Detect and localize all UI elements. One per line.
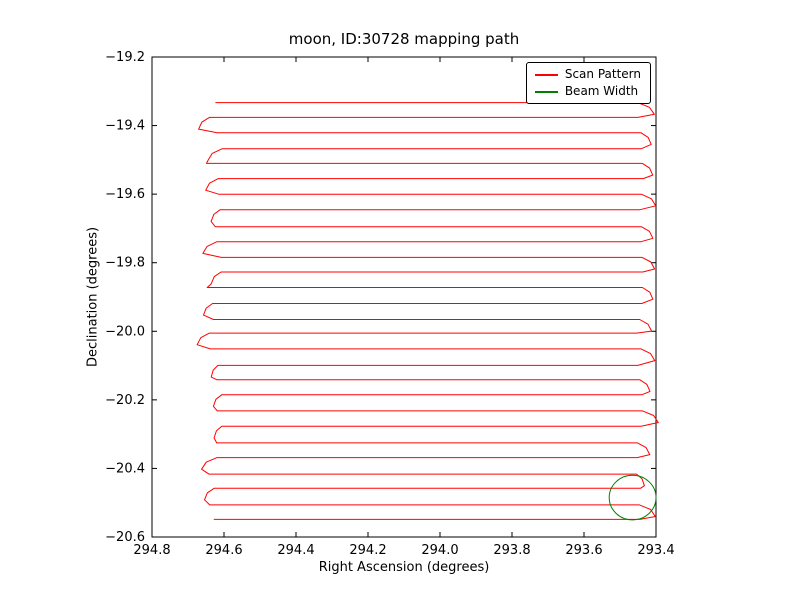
y-tick-label: −20.6 — [105, 530, 145, 545]
legend-label: Beam Width — [564, 84, 639, 98]
y-axis-label: Declination (degrees) — [85, 226, 101, 368]
scan-pattern-path — [196, 102, 659, 520]
plot-title: moon, ID:30728 mapping path — [288, 30, 520, 48]
x-tick-label: 294.8 — [133, 543, 170, 558]
x-axis-label: Right Ascension (degrees) — [318, 560, 490, 575]
x-tick-label: 293.4 — [637, 543, 674, 558]
axes-frame — [151, 56, 657, 538]
legend-line-sample — [534, 90, 558, 93]
y-tick-label: −19.8 — [105, 256, 145, 271]
legend-entry: Scan Pattern — [534, 67, 641, 81]
x-tick-label: 293.8 — [493, 543, 530, 558]
y-tick-label: −20.0 — [105, 324, 145, 339]
y-tick-label: −20.2 — [105, 393, 145, 408]
y-tick-label: −20.4 — [105, 461, 145, 476]
x-tick-label: 294.6 — [205, 543, 242, 558]
legend-line-sample — [534, 73, 558, 76]
y-tick-label: −19.2 — [105, 50, 145, 65]
legend-entry: Beam Width — [534, 84, 641, 98]
legend: Scan Pattern Beam Width — [525, 62, 651, 104]
y-tick-label: −19.4 — [105, 119, 145, 134]
x-tick-label: 294.0 — [421, 543, 458, 558]
beam-width-circle — [608, 474, 657, 521]
x-tick-label: 294.2 — [349, 543, 386, 558]
legend-label: Scan Pattern — [564, 67, 641, 81]
x-tick-label: 294.4 — [277, 543, 314, 558]
y-tick-label: −19.6 — [105, 187, 145, 202]
x-tick-label: 293.6 — [565, 543, 602, 558]
